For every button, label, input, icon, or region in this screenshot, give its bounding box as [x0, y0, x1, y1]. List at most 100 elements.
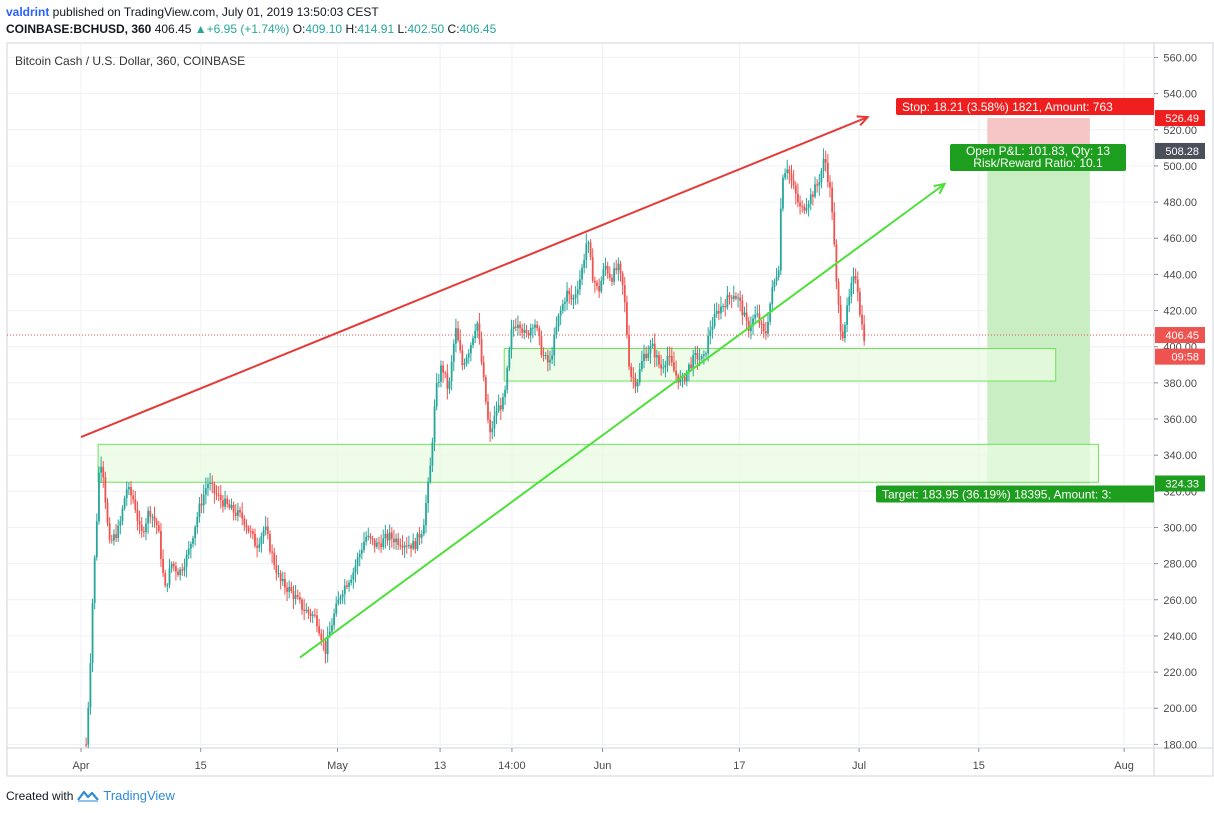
- candle: [94, 555, 96, 609]
- candle-body: [115, 534, 117, 538]
- x-tick-label: Jul: [852, 760, 866, 772]
- candle: [515, 318, 517, 331]
- candle-body: [455, 328, 457, 344]
- candle: [305, 603, 307, 613]
- candle: [846, 298, 848, 333]
- candle-body: [570, 294, 572, 299]
- candle-body: [806, 208, 808, 211]
- candle-body: [421, 534, 423, 537]
- candle-body: [166, 585, 168, 586]
- x-tick-label: 17: [733, 760, 745, 772]
- candle: [218, 486, 220, 501]
- candle-body: [376, 542, 378, 546]
- candle-body: [842, 332, 844, 339]
- candle-body: [427, 482, 429, 503]
- price-badge-text: 324.33: [1165, 478, 1199, 490]
- x-tick-label: May: [327, 760, 348, 772]
- candle-body: [453, 344, 455, 362]
- candle-body: [92, 603, 94, 663]
- candle: [87, 702, 89, 751]
- candle: [812, 191, 814, 206]
- candle: [404, 542, 406, 558]
- candle-body: [479, 323, 481, 339]
- y-tick-label: 340.00: [1163, 450, 1197, 462]
- candle-body: [596, 282, 598, 285]
- candle-body: [194, 527, 196, 538]
- candle-body: [846, 305, 848, 325]
- candle-body: [724, 306, 726, 307]
- candle-body: [113, 534, 115, 540]
- candle-body: [248, 527, 250, 531]
- footer: Created with TradingView: [6, 788, 175, 803]
- candle-body: [190, 544, 192, 549]
- candle-body: [553, 335, 555, 355]
- candle: [541, 331, 543, 358]
- candle-body: [402, 546, 404, 548]
- candle: [464, 358, 466, 369]
- candle: [410, 543, 412, 557]
- candle-body: [628, 335, 630, 367]
- candle-body: [175, 566, 177, 571]
- candle: [453, 339, 455, 371]
- candle: [365, 531, 367, 545]
- candle-body: [784, 173, 786, 178]
- candle: [107, 498, 109, 526]
- candle-body: [765, 331, 767, 333]
- price-badge: 09:58: [1155, 349, 1205, 365]
- candle: [303, 599, 305, 620]
- candle-body: [699, 359, 701, 360]
- candle-body: [799, 202, 801, 206]
- candle-body: [718, 311, 720, 313]
- candle: [312, 611, 314, 623]
- candle-body: [222, 500, 224, 506]
- candle-body: [562, 304, 564, 311]
- candle-body: [838, 282, 840, 305]
- candle: [605, 258, 607, 276]
- candle-body: [474, 331, 476, 339]
- candle: [273, 548, 275, 570]
- candle-body: [374, 540, 376, 547]
- candle-body: [211, 483, 213, 484]
- candle-body: [387, 534, 389, 540]
- candle: [808, 200, 810, 216]
- candle-body: [203, 494, 205, 505]
- candle-body: [109, 523, 111, 540]
- candle-body: [408, 545, 410, 546]
- tradingview-link[interactable]: TradingView: [103, 788, 175, 803]
- candle-body: [102, 467, 104, 478]
- candle-body: [410, 545, 412, 548]
- candle: [151, 514, 153, 528]
- candle-body: [372, 538, 374, 540]
- candle: [367, 528, 369, 541]
- candle: [344, 579, 346, 605]
- candle: [485, 375, 487, 405]
- candle-body: [669, 356, 671, 357]
- candle-body: [506, 368, 508, 390]
- candle: [293, 586, 295, 609]
- candle-body: [361, 550, 363, 554]
- candle: [528, 330, 530, 339]
- candle-body: [729, 295, 731, 297]
- candle-body: [694, 353, 696, 355]
- candle-body: [220, 495, 222, 500]
- candle: [470, 342, 472, 361]
- candle: [393, 530, 395, 550]
- candle-body: [558, 315, 560, 326]
- candle-body: [662, 368, 664, 369]
- candle-body: [160, 531, 162, 559]
- candle: [357, 552, 359, 574]
- candle: [117, 519, 119, 541]
- candle-body: [457, 328, 459, 340]
- candle-body: [530, 328, 532, 335]
- candle-body: [575, 294, 577, 298]
- candle-body: [549, 360, 551, 363]
- candle: [793, 170, 795, 190]
- candle: [350, 575, 352, 586]
- candle: [594, 276, 596, 292]
- candle: [829, 175, 831, 197]
- candle-body: [228, 504, 230, 508]
- candle: [517, 315, 519, 335]
- candle: [235, 504, 237, 520]
- candle-body: [293, 591, 295, 599]
